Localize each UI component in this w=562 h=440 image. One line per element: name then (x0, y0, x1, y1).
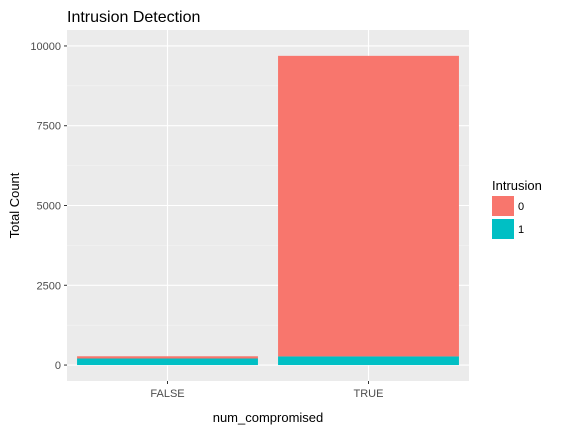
legend-label-1: 1 (518, 224, 524, 236)
legend-label-0: 0 (518, 201, 524, 213)
y-tick-label: 2500 (37, 280, 61, 292)
bar-false-intrusion-0 (77, 356, 258, 359)
y-tick-label: 5000 (37, 201, 61, 213)
x-axis: FALSE TRUE (150, 381, 383, 400)
y-tick-label: 10000 (30, 41, 61, 53)
x-tick-label: FALSE (150, 388, 184, 400)
legend-swatch-0 (492, 196, 514, 216)
legend: Intrusion 01 (492, 178, 542, 239)
y-axis: 0 2500 5000 7500 10000 (30, 41, 67, 372)
chart-title: Intrusion Detection (67, 9, 200, 26)
bar-layer (77, 55, 459, 366)
bar-true-intrusion-1 (278, 356, 459, 366)
legend-swatch-1 (492, 219, 514, 239)
bar-false-intrusion-1 (77, 358, 258, 366)
y-tick-label: 7500 (37, 121, 61, 133)
bar-true-intrusion-0 (278, 55, 459, 357)
y-axis-title: Total Count (7, 172, 22, 238)
x-tick-label: TRUE (354, 388, 384, 400)
y-tick-label: 0 (55, 360, 61, 372)
legend-title: Intrusion (492, 178, 542, 193)
x-axis-title: num_compromised (213, 410, 324, 425)
legend-items: 01 (492, 196, 524, 239)
